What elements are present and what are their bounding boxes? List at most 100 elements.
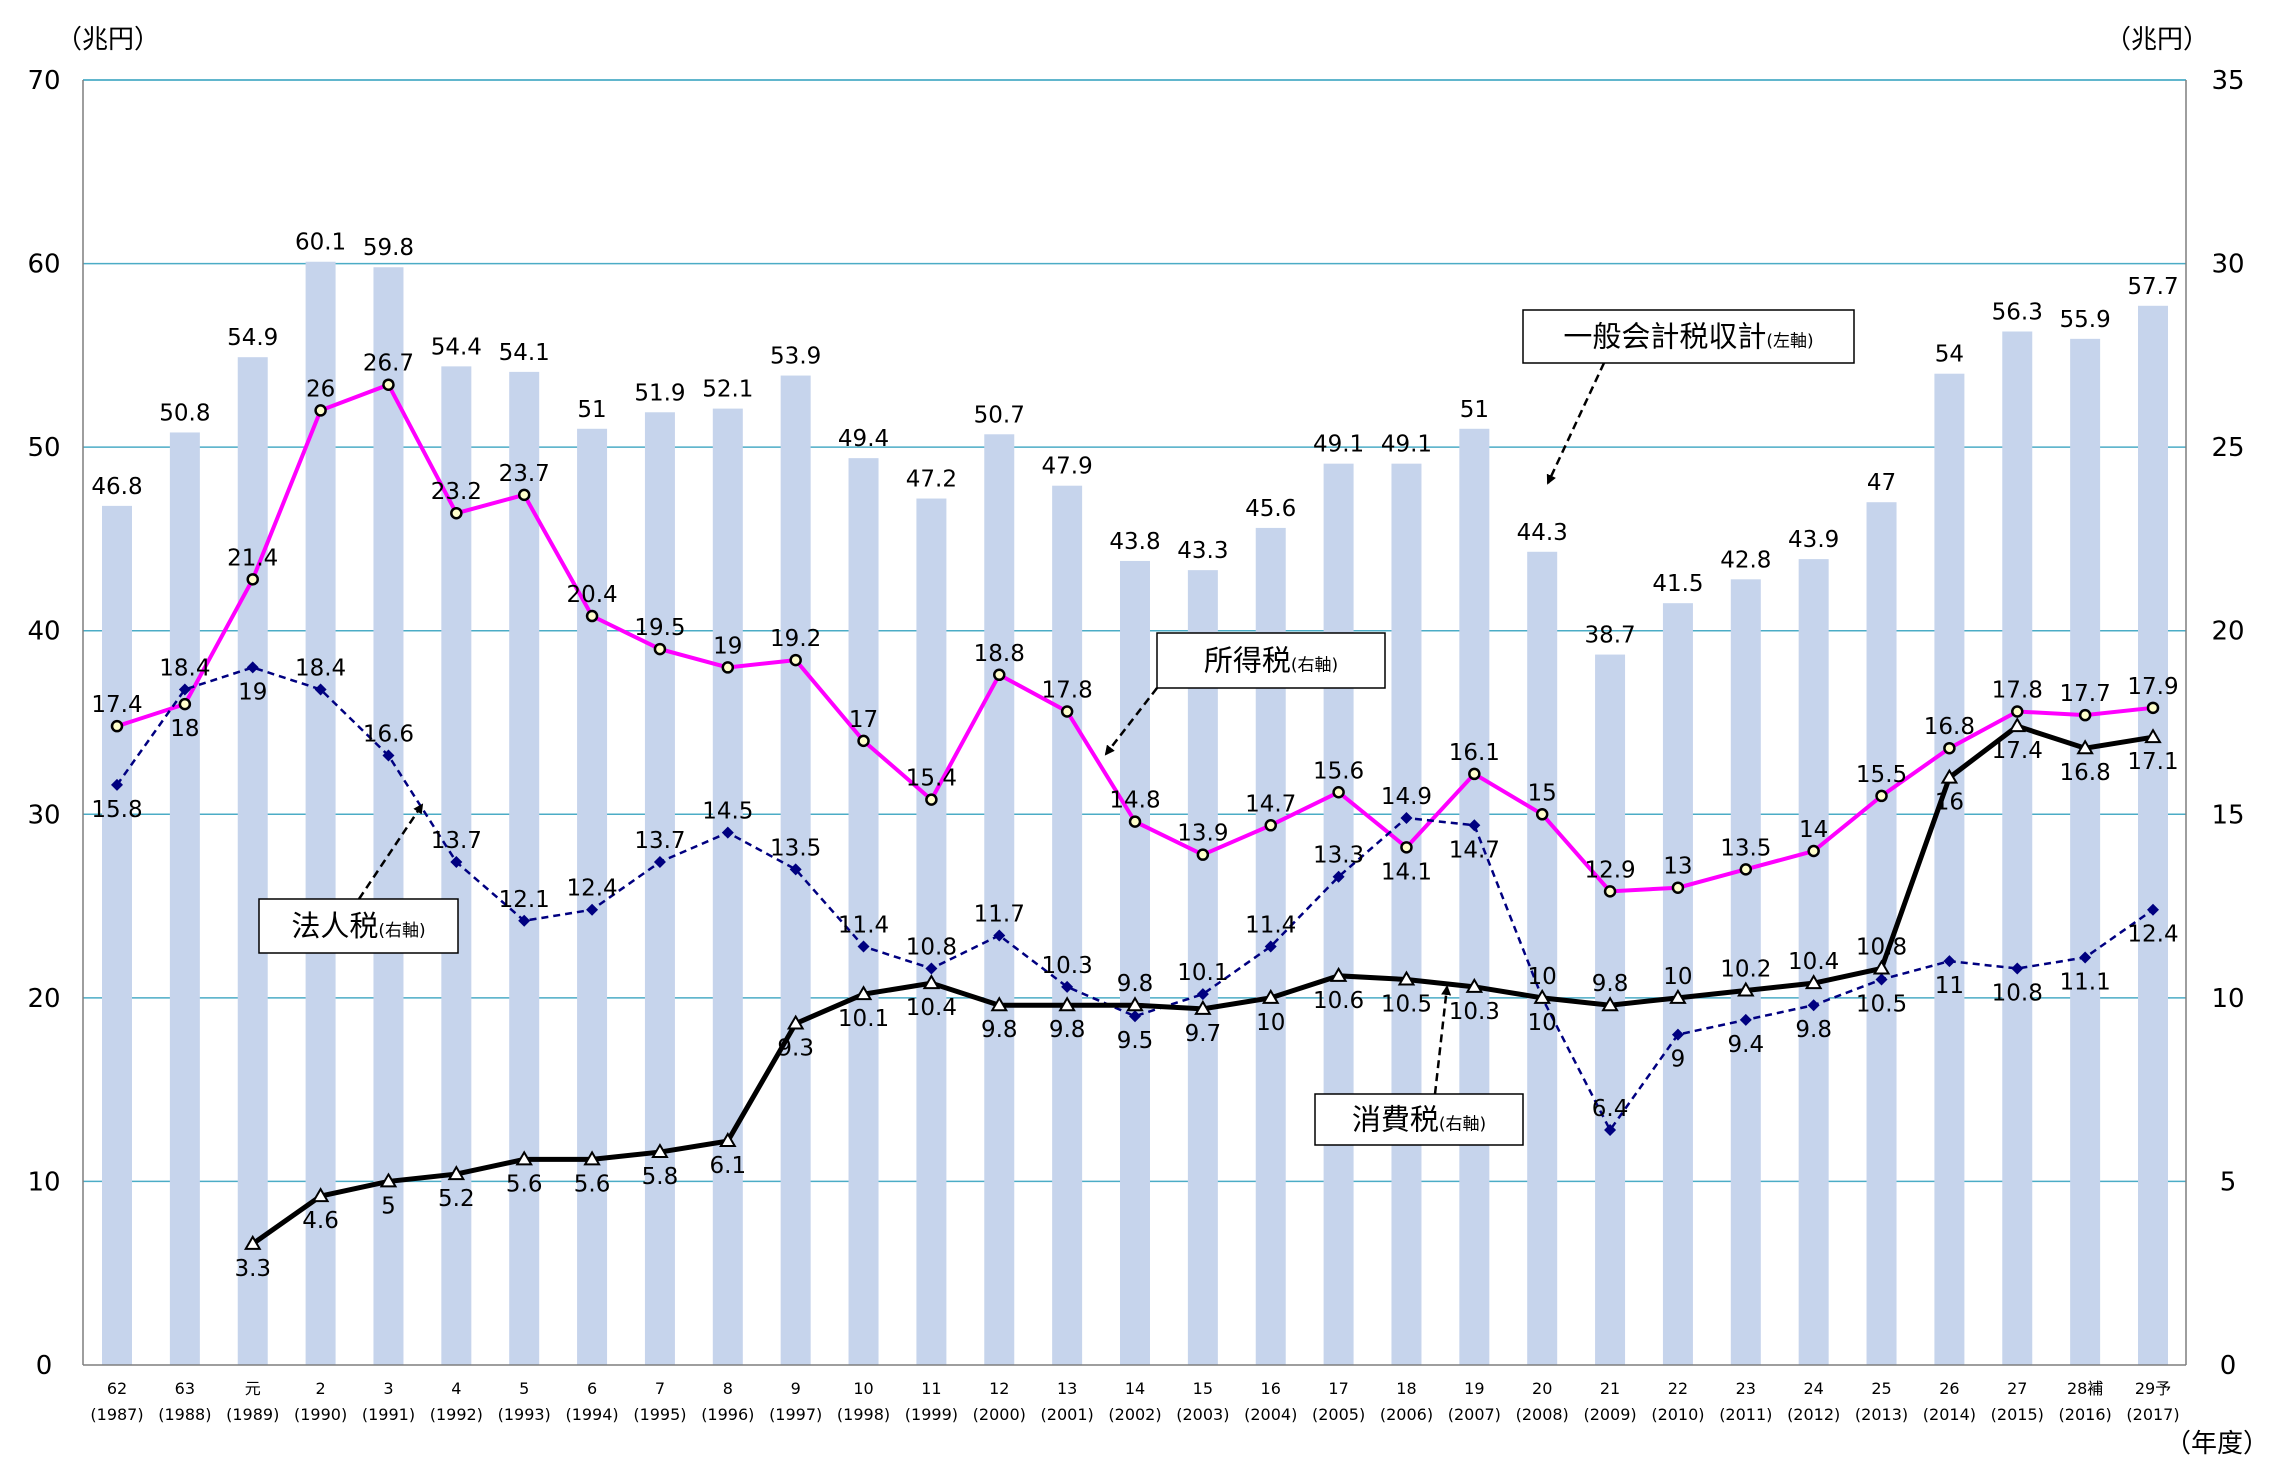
x-era-label: 元 [245, 1379, 261, 1398]
bar-value-label: 47 [1867, 470, 1896, 496]
right-tick-label: 15 [2211, 800, 2244, 830]
annotation-arrow [357, 803, 424, 900]
bar-value-label: 46.8 [91, 474, 142, 500]
line-value-label: 13 [1663, 854, 1692, 880]
consumption-tax-marker [1872, 959, 1891, 975]
x-era-label: 24 [1803, 1379, 1823, 1398]
annotation-box [258, 898, 459, 954]
annotation-label: 法人税(右軸) [291, 909, 425, 943]
x-era-label: 26 [1939, 1379, 1959, 1398]
line-value-label: 19.5 [634, 615, 685, 641]
income-tax-marker [1807, 844, 1820, 858]
x-year-label: (2004) [1244, 1405, 1297, 1424]
series-lines [110, 378, 2162, 1250]
x-era-label: 9 [791, 1379, 801, 1398]
bar-value-label: 45.6 [1245, 496, 1296, 522]
line-value-label: 16.1 [1449, 740, 1500, 766]
series-name: 消費税 [1352, 1103, 1439, 1137]
consumption-tax-marker [922, 974, 941, 990]
left-tick-label: 30 [27, 800, 60, 830]
bar [2002, 331, 2033, 1365]
corporate-tax-marker [178, 683, 191, 696]
bar-value-label: 38.7 [1584, 623, 1635, 649]
line-value-label: 26 [306, 376, 335, 402]
income-tax-marker [1603, 885, 1617, 898]
corporate-tax-marker [246, 661, 259, 674]
line-value-label: 14.5 [702, 799, 753, 825]
bar-value-label: 51 [577, 397, 606, 423]
line-value-label: 11.4 [838, 912, 889, 938]
consumption-tax-marker [243, 1234, 262, 1250]
consumption-tax-marker [1737, 981, 1755, 997]
annotation-box [1522, 309, 1855, 364]
x-era-label: 6 [587, 1379, 597, 1398]
series-name: 所得税 [1204, 644, 1291, 678]
line-value-label: 14.8 [1109, 788, 1160, 814]
x-year-label: (2003) [1176, 1405, 1229, 1424]
line-value-label: 11 [1935, 973, 1964, 999]
line-value-label: 14.9 [1381, 784, 1432, 810]
line-value-label: 5.6 [574, 1171, 611, 1197]
bar [509, 371, 540, 1366]
corporate-tax-marker [1061, 980, 1074, 993]
bar-value-label: 52.1 [702, 377, 753, 403]
line-value-label: 13.5 [1720, 835, 1771, 861]
line-value-label: 17.8 [1042, 677, 1093, 703]
line-value-label: 17.8 [1992, 677, 2043, 703]
consumption-tax-marker [1601, 996, 1619, 1012]
bar-value-label: 54.9 [227, 325, 278, 351]
line-value-label: 16.8 [2060, 760, 2111, 786]
line-value-label: 10.8 [1856, 934, 1907, 960]
x-year-label: (2009) [1583, 1405, 1636, 1424]
corporate-tax-marker [1332, 870, 1345, 883]
corporate-tax-marker [518, 914, 531, 927]
left-tick-label: 10 [27, 1167, 60, 1197]
consumption-tax-marker [990, 996, 1009, 1012]
line-value-label: 5.8 [642, 1164, 679, 1190]
line-value-label: 9.8 [1049, 1017, 1086, 1043]
bar [848, 458, 879, 1366]
x-year-label: (2005) [1312, 1405, 1365, 1424]
bar [1798, 559, 1829, 1365]
corporate-tax-marker [721, 826, 734, 839]
bar-value-label: 51 [1460, 397, 1489, 423]
x-axis-label: （年度） [2165, 1429, 2269, 1459]
corporate-tax-marker [2079, 951, 2092, 964]
corporate-tax-marker [857, 940, 870, 953]
annotation-label: 所得税(右軸) [1204, 644, 1338, 678]
bar-value-label: 43.3 [1177, 538, 1228, 564]
line-value-label: 10.3 [1449, 999, 1500, 1025]
left-tick-label: 0 [36, 1351, 53, 1381]
corporate-tax-marker [1875, 973, 1888, 986]
series-name: 一般会計税収計 [1563, 320, 1766, 354]
x-year-label: (1991) [362, 1405, 415, 1424]
line-value-label: 17.7 [2060, 681, 2111, 707]
line-value-label: 20.4 [566, 582, 617, 608]
consumption-tax-marker [651, 1143, 669, 1159]
corporate-tax-marker [653, 856, 666, 869]
consumption-tax-marker [311, 1187, 330, 1203]
consumption-tax-marker [719, 1132, 737, 1148]
x-era-label: 18 [1396, 1379, 1416, 1398]
line-value-label: 23.2 [431, 479, 482, 505]
line-value-label: 9.8 [1117, 971, 1154, 997]
right-tick-label: 5 [2220, 1167, 2237, 1197]
line-value-label: 14.7 [1449, 837, 1500, 863]
consumption-tax-marker [447, 1165, 466, 1181]
line-value-label: 9.8 [1592, 971, 1629, 997]
line-value-label: 10 [1528, 964, 1557, 990]
line-value-label: 18 [170, 716, 199, 742]
corporate-tax-marker [2147, 903, 2159, 916]
line-value-label: 12.4 [566, 876, 617, 902]
line-value-label: 11.7 [974, 901, 1025, 927]
bar-value-label: 49.1 [1381, 432, 1432, 458]
bar [644, 412, 675, 1365]
line-value-label: 19 [238, 679, 267, 705]
x-year-label: (1997) [769, 1405, 822, 1424]
bar [1391, 463, 1422, 1365]
income-tax-marker [450, 506, 463, 520]
line-value-label: 17.9 [2127, 674, 2178, 700]
x-year-label: (2010) [1651, 1405, 1704, 1424]
x-era-label: 17 [1328, 1379, 1348, 1398]
